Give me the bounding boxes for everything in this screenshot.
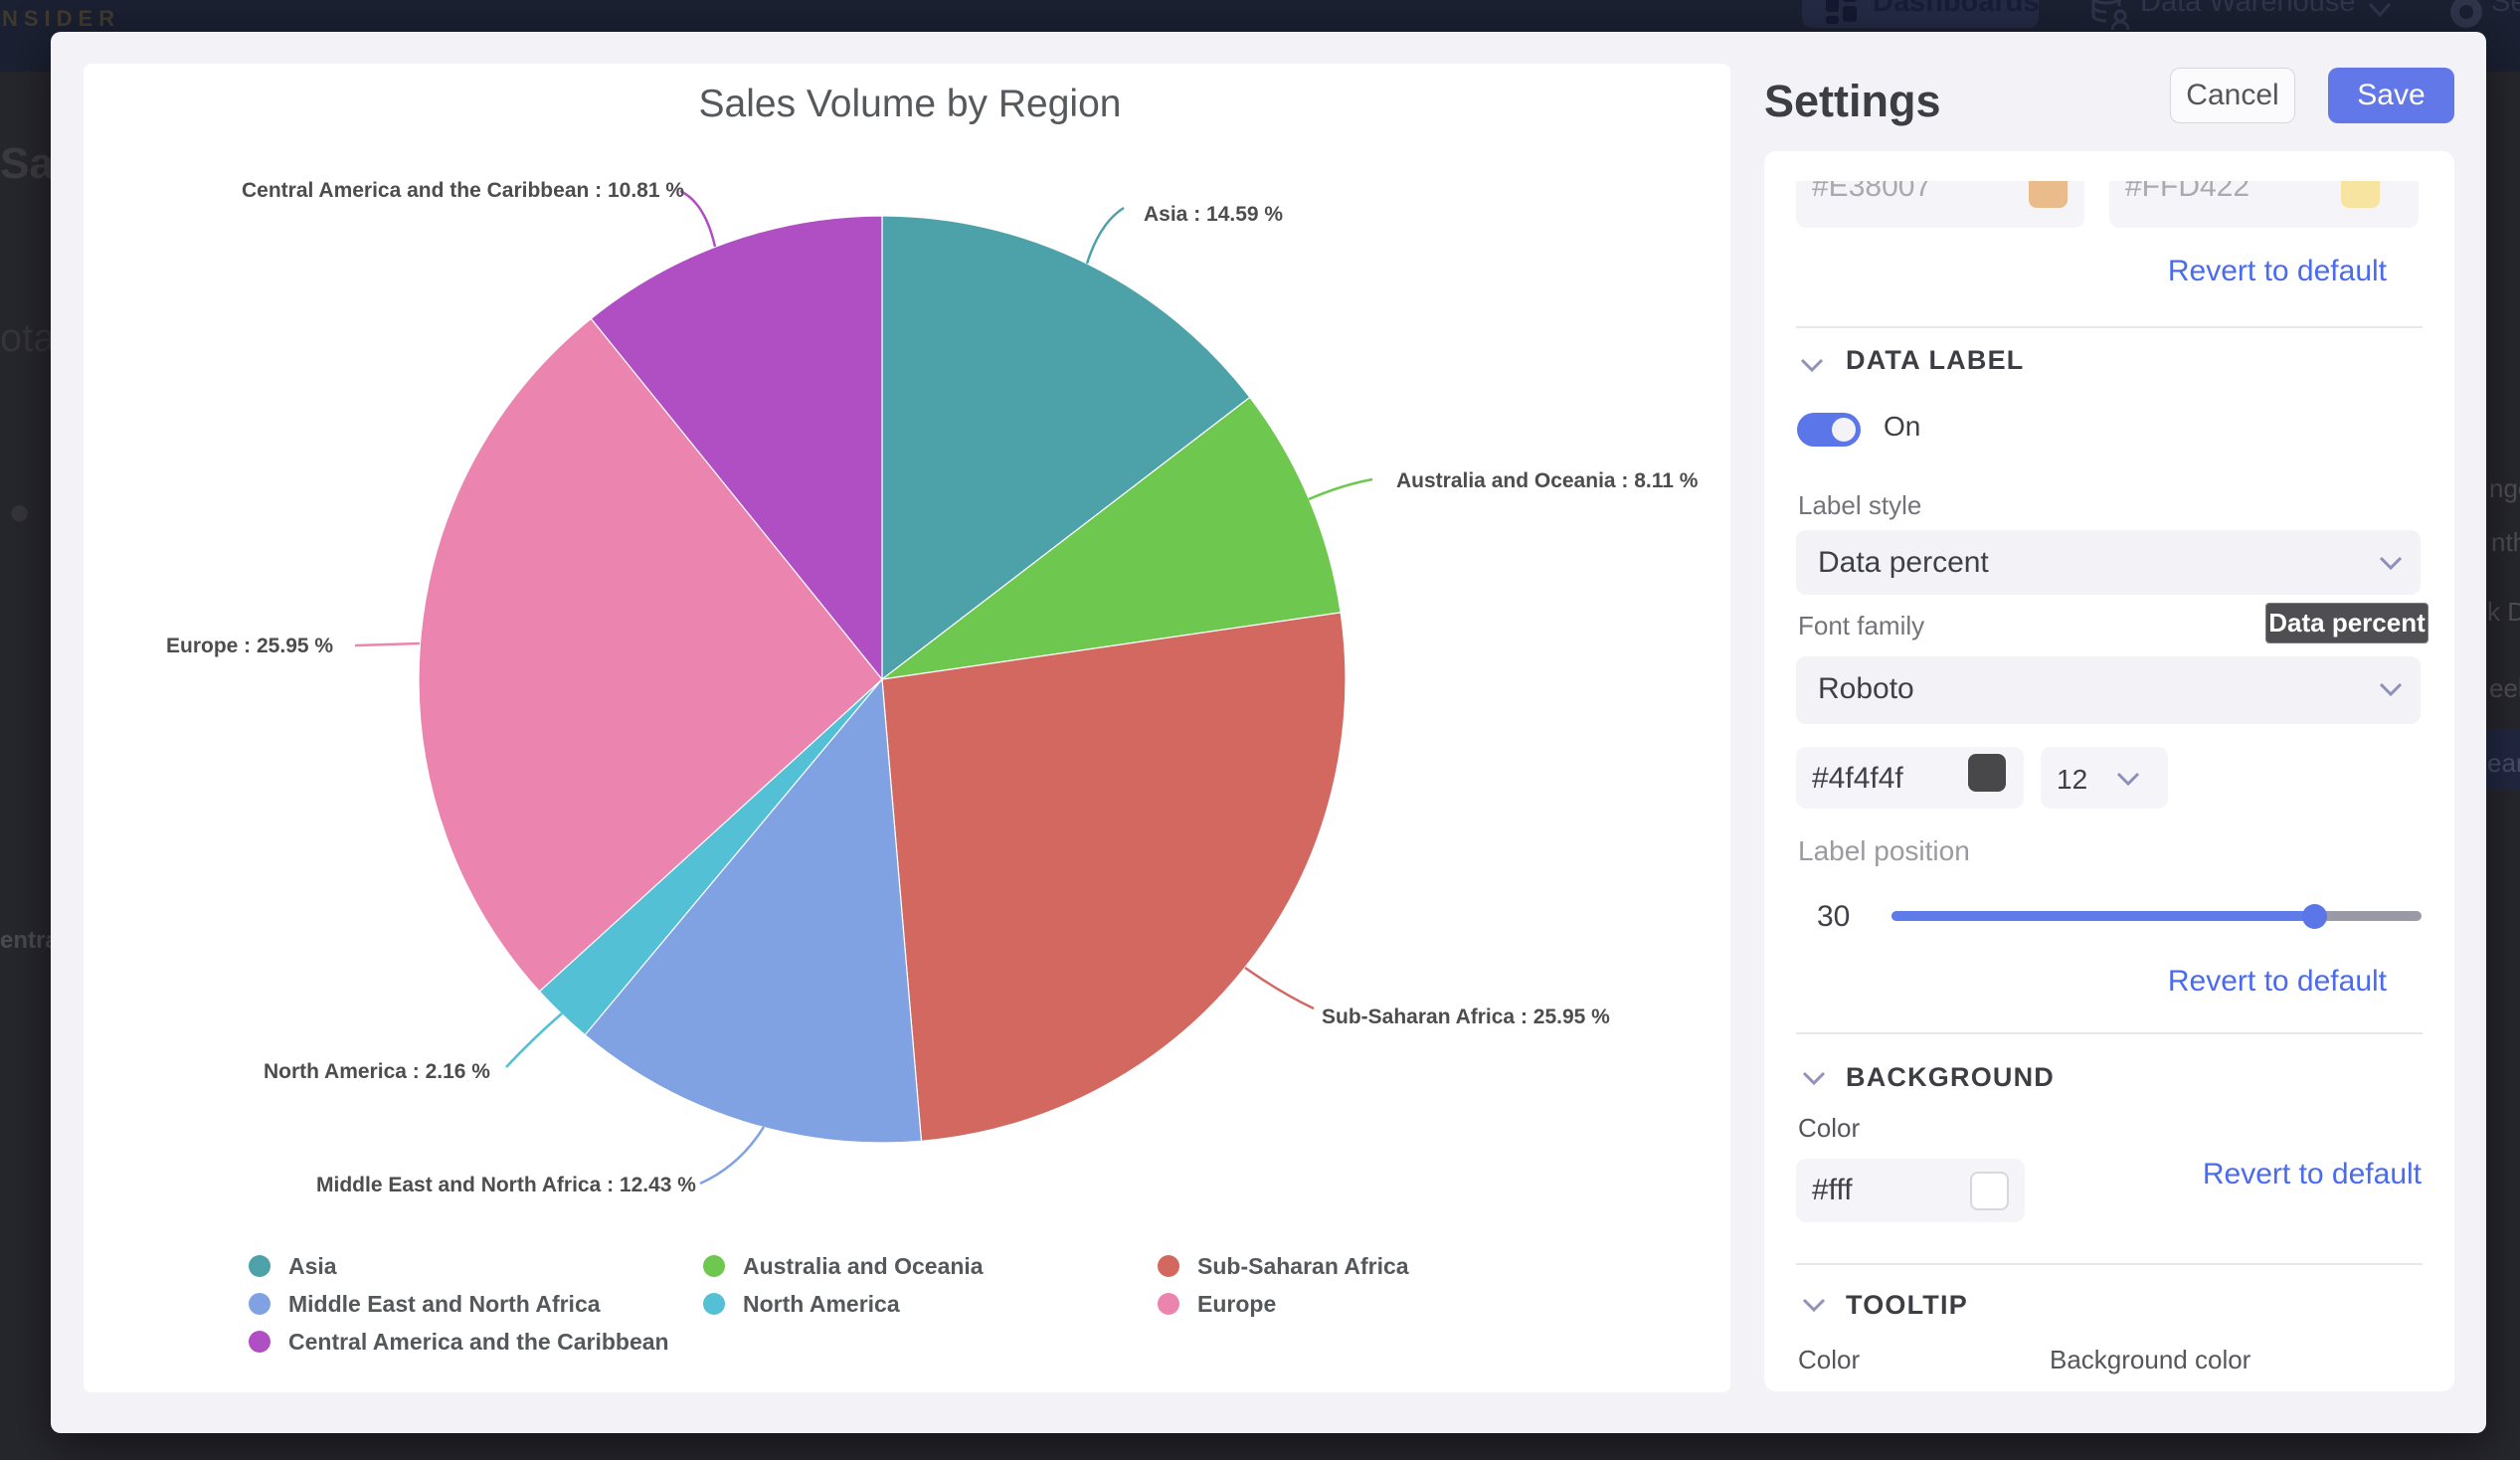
svg-text:Europe: Europe bbox=[1197, 1291, 1276, 1317]
svg-text:Sales Volume by Region: Sales Volume by Region bbox=[699, 83, 1122, 125]
svg-text:Asia: Asia bbox=[288, 1253, 337, 1279]
svg-text:Sub-Saharan Africa: Sub-Saharan Africa bbox=[1197, 1253, 1409, 1279]
svg-text:Central America and the Caribb: Central America and the Caribbean : 10.8… bbox=[242, 179, 684, 202]
svg-text:North America : 2.16 %: North America : 2.16 % bbox=[264, 1060, 490, 1083]
svg-text:Middle East and North Africa: Middle East and North Africa bbox=[288, 1291, 601, 1317]
svg-text:Australia and Oceania : 8.11 %: Australia and Oceania : 8.11 % bbox=[1396, 469, 1699, 492]
svg-text:Australia and Oceania: Australia and Oceania bbox=[743, 1253, 984, 1279]
svg-text:Sub-Saharan Africa : 25.95 %: Sub-Saharan Africa : 25.95 % bbox=[1322, 1005, 1610, 1028]
svg-text:Middle East and North Africa :: Middle East and North Africa : 12.43 % bbox=[316, 1174, 696, 1196]
svg-text:Asia : 14.59 %: Asia : 14.59 % bbox=[1144, 203, 1283, 226]
svg-text:Central America and the Caribb: Central America and the Caribbean bbox=[288, 1329, 669, 1355]
svg-text:Europe : 25.95 %: Europe : 25.95 % bbox=[166, 635, 333, 657]
svg-text:North America: North America bbox=[743, 1291, 900, 1317]
